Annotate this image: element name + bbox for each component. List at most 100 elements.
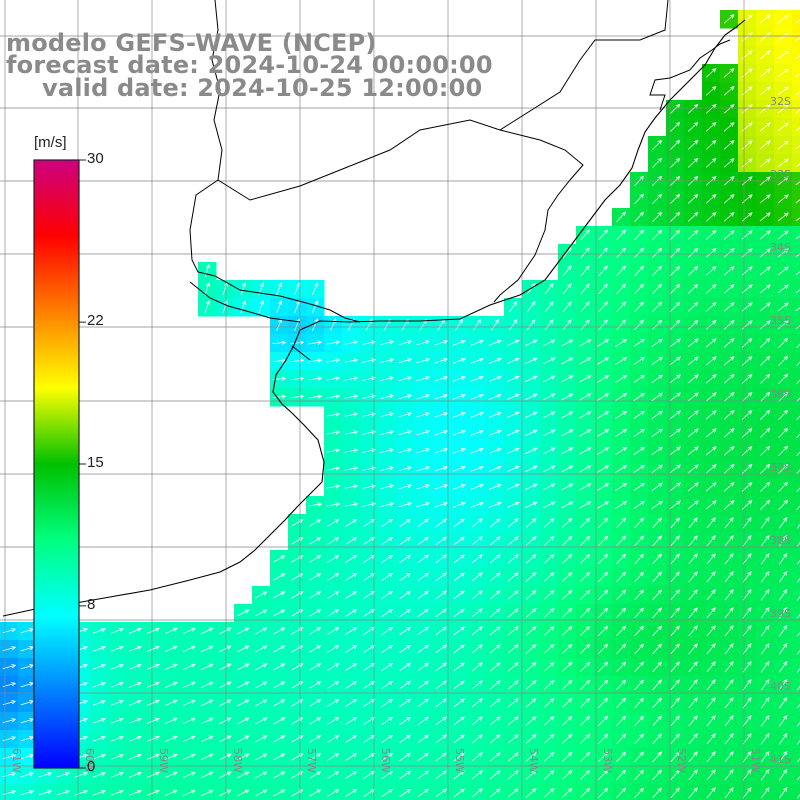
wind-arrow xyxy=(488,357,502,364)
wind-arrow xyxy=(633,374,646,383)
wind-arrow xyxy=(760,553,770,565)
wind-arrow xyxy=(452,483,466,490)
wind-arrow xyxy=(688,553,698,565)
wind-arrow xyxy=(670,643,680,655)
wind-arrow xyxy=(777,230,789,240)
wind-arrow xyxy=(561,607,573,618)
wind-arrow xyxy=(760,607,770,619)
wind-arrow xyxy=(237,735,250,743)
wind-arrow xyxy=(759,50,771,60)
wind-arrow xyxy=(362,448,377,453)
wind-arrow xyxy=(345,645,358,653)
wind-arrow xyxy=(381,752,394,761)
wind-arrow xyxy=(524,393,538,401)
wind-arrow xyxy=(327,609,340,617)
wind-arrow xyxy=(399,788,412,798)
wind-arrow xyxy=(616,283,626,295)
title-line-3: valid date: 2024-10-25 12:00:00 xyxy=(42,74,483,102)
wind-arrow xyxy=(398,376,413,382)
wind-arrow xyxy=(724,751,734,763)
colorbar-tick-label: 0 xyxy=(87,758,96,775)
wind-arrow xyxy=(524,429,538,437)
wind-arrow xyxy=(688,139,699,150)
wind-arrow xyxy=(580,265,590,277)
wind-arrow xyxy=(778,481,789,492)
wind-arrow xyxy=(705,464,717,474)
wind-arrow xyxy=(237,753,250,761)
wind-arrow xyxy=(399,644,412,654)
wind-arrow xyxy=(759,302,771,312)
wind-arrow xyxy=(309,609,322,617)
wind-arrow xyxy=(363,662,376,671)
wind-arrow xyxy=(634,517,645,529)
wind-arrow xyxy=(598,661,609,672)
wind-arrow xyxy=(200,681,214,689)
wind-arrow xyxy=(146,663,160,670)
wind-arrow xyxy=(742,715,752,727)
wind-arrow xyxy=(309,717,322,725)
wind-arrow xyxy=(561,787,573,798)
wind-arrow xyxy=(452,447,466,454)
wind-arrow xyxy=(616,733,627,744)
wind-arrow xyxy=(615,501,628,509)
colorbar-ticks xyxy=(79,159,86,769)
wind-arrow xyxy=(705,302,717,312)
wind-arrow xyxy=(777,212,789,222)
wind-arrow xyxy=(309,735,322,743)
wind-arrow xyxy=(218,681,232,689)
wind-cell xyxy=(18,784,37,800)
wind-arrow xyxy=(276,282,283,296)
wind-arrow xyxy=(435,536,447,546)
wind-cell xyxy=(180,784,199,800)
wind-arrow xyxy=(706,625,716,637)
wind-arrow xyxy=(778,463,789,474)
wind-arrow xyxy=(182,645,196,653)
wind-arrow xyxy=(92,789,106,796)
wind-arrow xyxy=(182,717,196,725)
wind-arrow xyxy=(128,663,142,670)
wind-arrow xyxy=(705,194,717,204)
wind-arrow xyxy=(742,751,752,763)
wind-arrow xyxy=(507,698,519,708)
wind-arrow xyxy=(742,697,752,709)
wind-arrow xyxy=(471,698,483,708)
wind-arrow xyxy=(345,789,358,797)
wind-arrow xyxy=(237,609,250,617)
wind-arrow xyxy=(506,411,520,419)
wind-arrow xyxy=(723,356,735,366)
wind-arrow xyxy=(110,627,124,634)
wind-arrow xyxy=(706,769,716,781)
wind-arrow xyxy=(670,139,681,150)
wind-arrow xyxy=(688,103,699,114)
wind-arrow xyxy=(435,770,447,780)
wind-arrow xyxy=(399,626,412,636)
wind-arrow xyxy=(345,591,358,599)
wind-arrow xyxy=(453,572,465,582)
wind-arrow xyxy=(417,554,429,564)
wind-arrow xyxy=(417,680,429,690)
wind-arrow xyxy=(687,338,699,348)
wind-arrow xyxy=(434,483,449,490)
wind-arrow xyxy=(544,301,554,313)
wind-arrow xyxy=(688,247,699,258)
wind-arrow xyxy=(327,681,340,689)
wind-arrow xyxy=(435,788,447,798)
lon-label: 61W xyxy=(10,748,23,773)
wind-arrow xyxy=(652,679,662,691)
wind-arrow xyxy=(543,590,555,600)
wind-arrow xyxy=(363,680,376,689)
wind-arrow xyxy=(309,753,322,761)
wind-arrow xyxy=(688,319,699,330)
wind-arrow xyxy=(723,284,735,294)
wind-arrow xyxy=(723,140,735,150)
wind-arrow xyxy=(795,19,800,24)
wind-arrow xyxy=(506,465,520,473)
wind-arrow xyxy=(507,536,519,546)
wind-arrow xyxy=(326,412,341,417)
wind-arrow xyxy=(543,429,556,437)
wind-arrow xyxy=(453,680,465,690)
wind-arrow xyxy=(435,752,447,762)
wind-arrow xyxy=(110,735,124,742)
wind-arrow xyxy=(796,775,800,781)
